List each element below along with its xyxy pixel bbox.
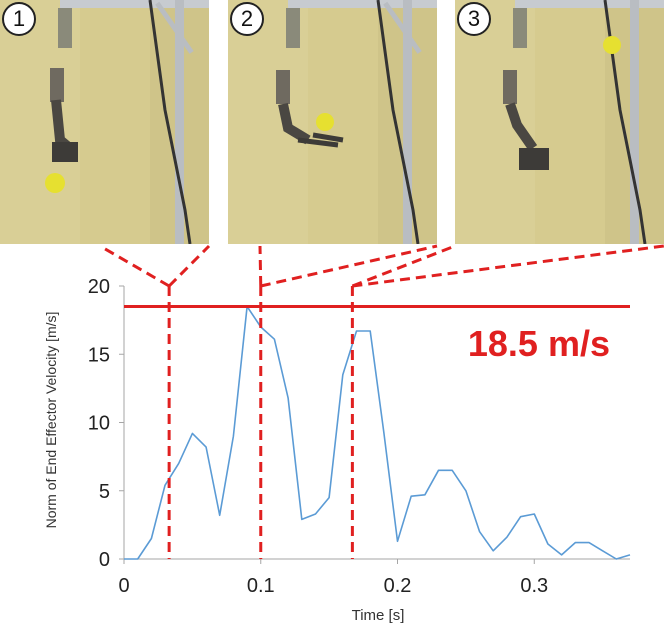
x-tick-label: 0 [118, 575, 129, 597]
frame-3-connector-right [352, 244, 664, 288]
frame-1: 1 [0, 0, 209, 244]
frame-2-connector-left [258, 245, 263, 287]
velocity-series-line [124, 305, 631, 560]
frame-1-connector-right [168, 244, 211, 288]
x-tick-label: 0.3 [520, 575, 548, 597]
frame-1-number-badge: 1 [2, 2, 36, 36]
y-tick-label: 0 [99, 549, 110, 571]
frame-1-connector-left [99, 244, 170, 288]
frame-3: 3 [455, 0, 664, 244]
frame-2-number-badge: 2 [230, 2, 264, 36]
y-tick-label: 20 [88, 276, 110, 298]
frame-2-connector-right [260, 244, 438, 288]
y-tick-label: 10 [88, 413, 110, 435]
max-velocity-label: 18.5 m/s [468, 323, 610, 364]
frame-3-photo [455, 0, 664, 244]
frame-2: 2 [228, 0, 437, 244]
y-tick-label: 5 [99, 481, 110, 503]
frame-1-photo [0, 0, 209, 244]
frame-2-photo [228, 0, 437, 244]
x-axis-label: Time [s] [352, 607, 405, 624]
y-tick-label: 15 [88, 344, 110, 366]
frame-3-number-badge: 3 [457, 2, 491, 36]
x-tick-label: 0.2 [384, 575, 412, 597]
y-axis-label: Norm of End Effector Velocity [m/s] [43, 312, 59, 529]
x-tick-label: 0.1 [247, 575, 275, 597]
frame-3-connector-left [351, 244, 456, 288]
